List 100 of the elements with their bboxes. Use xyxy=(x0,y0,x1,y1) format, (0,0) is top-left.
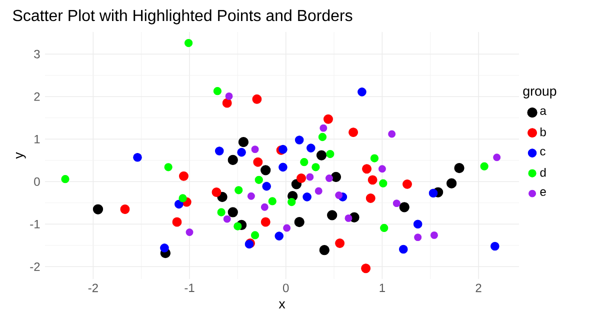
point xyxy=(223,215,231,223)
point xyxy=(454,162,464,174)
point xyxy=(294,136,304,144)
point xyxy=(213,87,222,96)
point xyxy=(61,175,70,184)
point xyxy=(490,242,500,251)
point xyxy=(300,158,308,166)
point xyxy=(174,200,184,209)
point xyxy=(446,178,457,188)
point xyxy=(325,174,333,182)
point xyxy=(326,150,334,158)
x-tick-label: -1 xyxy=(184,284,194,292)
point xyxy=(335,192,343,199)
x-axis-title: x xyxy=(278,301,286,308)
point xyxy=(222,98,232,108)
point xyxy=(133,153,142,162)
point xyxy=(291,179,302,190)
point xyxy=(379,179,388,188)
point xyxy=(370,154,379,162)
point xyxy=(260,217,270,227)
point xyxy=(388,130,396,138)
legend-label: e xyxy=(540,189,546,196)
point xyxy=(344,214,352,222)
point xyxy=(314,187,322,195)
chart-title: Scatter Plot with Highlighted Points and Borders xyxy=(13,9,352,24)
y-tick-label: 1 xyxy=(34,134,40,144)
y-tick-label: 0 xyxy=(34,177,40,186)
point xyxy=(237,148,246,157)
x-tick-label: 2 xyxy=(476,284,482,292)
point xyxy=(283,224,291,232)
point xyxy=(402,179,412,189)
point xyxy=(318,132,327,142)
x-tick-label: -2 xyxy=(88,284,98,292)
point xyxy=(253,157,263,167)
point xyxy=(348,128,358,138)
point xyxy=(234,186,243,194)
point xyxy=(288,198,296,206)
point xyxy=(120,204,130,214)
legend-label: d xyxy=(540,168,546,177)
point xyxy=(228,207,238,218)
point xyxy=(160,244,169,252)
point xyxy=(430,231,438,239)
point xyxy=(278,144,288,154)
point xyxy=(254,176,263,184)
point xyxy=(368,175,378,185)
point xyxy=(179,171,188,181)
point xyxy=(238,137,249,148)
point xyxy=(327,210,338,220)
point xyxy=(361,264,371,274)
point xyxy=(262,182,271,191)
point xyxy=(186,228,194,236)
point xyxy=(414,234,422,242)
point xyxy=(294,216,304,228)
point xyxy=(320,124,328,132)
point xyxy=(428,188,438,198)
point xyxy=(92,204,104,214)
point xyxy=(178,194,187,202)
y-axis-title: y xyxy=(16,152,26,159)
point xyxy=(296,174,306,183)
point xyxy=(268,197,276,206)
point xyxy=(212,188,222,197)
point xyxy=(214,146,224,156)
point xyxy=(335,238,345,248)
point xyxy=(278,162,288,172)
legend-label: b xyxy=(540,127,546,136)
point xyxy=(274,232,284,240)
point xyxy=(252,94,262,104)
point xyxy=(306,173,314,181)
y-tick-label: -2 xyxy=(30,262,40,271)
point xyxy=(330,172,342,182)
legend-label: a xyxy=(540,108,546,115)
point xyxy=(362,164,372,174)
point xyxy=(217,208,226,216)
x-tick-label: 1 xyxy=(380,284,385,292)
point xyxy=(247,192,255,200)
point xyxy=(493,154,501,162)
legend-title: group xyxy=(523,88,556,98)
point xyxy=(228,154,238,166)
y-tick-label: 2 xyxy=(34,92,40,101)
point xyxy=(480,162,488,170)
y-tick-label: -1 xyxy=(30,220,40,228)
y-tick-label: 3 xyxy=(34,50,40,58)
point xyxy=(225,92,233,100)
point xyxy=(358,88,366,96)
point xyxy=(172,217,182,227)
point xyxy=(413,220,422,229)
point xyxy=(398,244,408,254)
point xyxy=(312,163,320,172)
point xyxy=(392,200,400,208)
point xyxy=(378,165,386,173)
point xyxy=(324,114,333,124)
point xyxy=(302,192,312,202)
point xyxy=(251,146,259,154)
point xyxy=(164,163,172,172)
point xyxy=(399,202,410,212)
point xyxy=(234,222,242,230)
point xyxy=(316,150,327,160)
point xyxy=(260,165,271,176)
point xyxy=(366,193,376,203)
point xyxy=(319,245,330,256)
